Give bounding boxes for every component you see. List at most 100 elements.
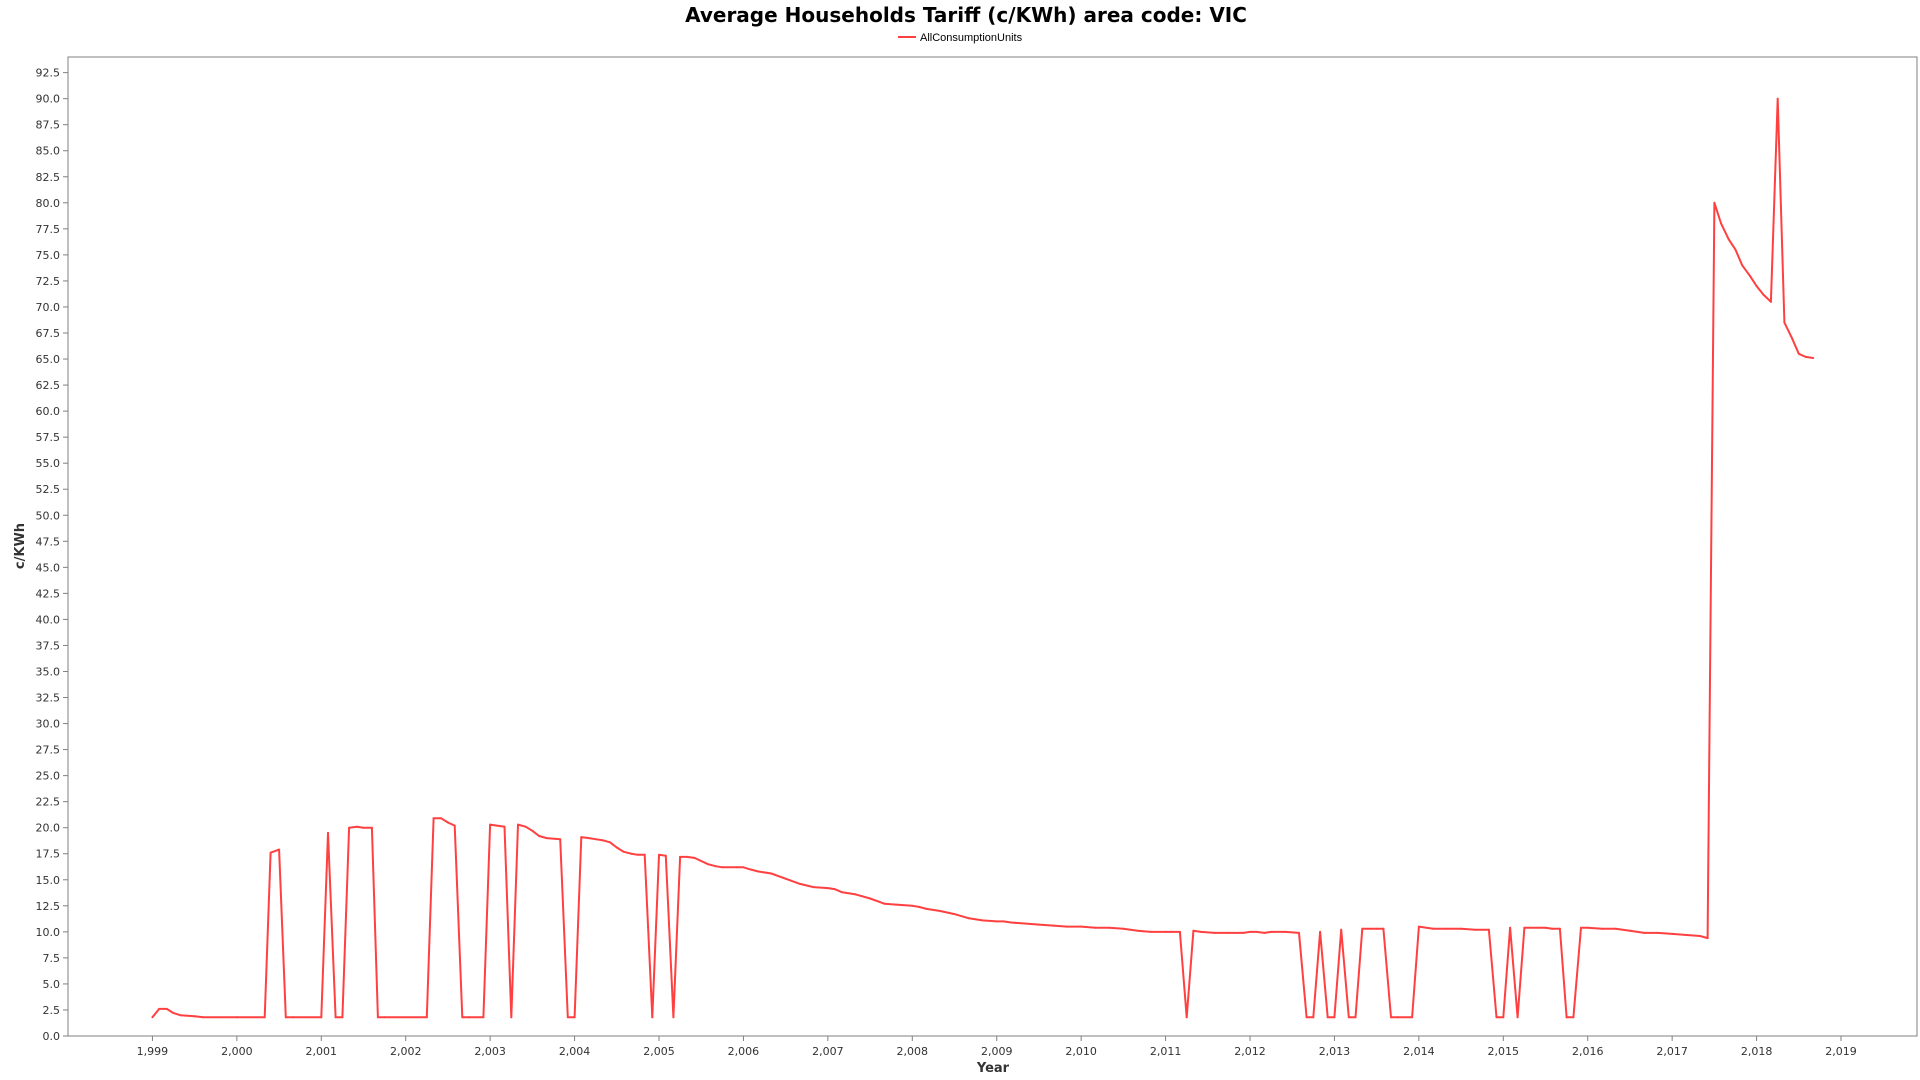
- data-point: [1333, 1016, 1336, 1019]
- y-tick-label: 20.0: [36, 822, 61, 835]
- x-tick-label: 2,019: [1825, 1045, 1857, 1058]
- y-tick-label: 27.5: [36, 744, 61, 757]
- data-point: [495, 824, 498, 827]
- data-point: [461, 1016, 464, 1019]
- data-point: [1580, 926, 1582, 929]
- y-tick-label: 35.0: [36, 665, 61, 678]
- data-point: [587, 837, 590, 840]
- data-point: [1185, 1016, 1188, 1019]
- data-point: [503, 825, 506, 828]
- data-point: [939, 910, 942, 912]
- data-point: [735, 866, 738, 869]
- data-point: [770, 872, 773, 875]
- y-tick-label: 40.0: [36, 613, 61, 626]
- y-tick-label: 80.0: [36, 197, 61, 210]
- data-point: [1474, 928, 1477, 931]
- y-tick-label: 87.5: [36, 119, 61, 132]
- x-tick-label: 2,006: [728, 1045, 760, 1058]
- data-point: [278, 848, 281, 851]
- data-point: [269, 851, 272, 854]
- y-tick-label: 57.5: [36, 431, 61, 444]
- data-point: [883, 902, 886, 905]
- data-point: [664, 854, 667, 857]
- data-point: [685, 855, 688, 858]
- x-tick-label: 2,007: [812, 1045, 844, 1058]
- data-point: [1537, 926, 1540, 929]
- chart-title: Average Households Tariff (c/KWh) area c…: [685, 3, 1247, 27]
- data-point: [1375, 927, 1378, 930]
- data-point: [1164, 930, 1167, 933]
- data-point: [348, 826, 351, 829]
- data-point: [869, 897, 872, 900]
- legend-label: AllConsumptionUnits: [920, 32, 1023, 44]
- data-point: [510, 1016, 513, 1019]
- data-point: [1347, 1016, 1350, 1019]
- x-tick-label: 2,010: [1065, 1045, 1097, 1058]
- data-point: [1699, 935, 1701, 937]
- data-point: [566, 1016, 569, 1019]
- data-point: [1502, 1016, 1505, 1019]
- data-point: [636, 853, 639, 856]
- data-point: [559, 838, 562, 841]
- data-point: [1755, 285, 1758, 288]
- data-point: [1558, 927, 1561, 930]
- y-tick-label: 65.0: [36, 353, 61, 366]
- data-point: [1565, 1016, 1568, 1019]
- x-tick-label: 2,011: [1150, 1045, 1182, 1058]
- data-point: [1783, 321, 1786, 324]
- x-tick-label: 2,000: [221, 1045, 253, 1058]
- data-point: [1685, 934, 1688, 936]
- data-point: [320, 1016, 323, 1019]
- data-point: [165, 1007, 168, 1010]
- y-tick-label: 85.0: [36, 145, 61, 158]
- data-point: [925, 907, 928, 910]
- y-tick-label: 67.5: [36, 327, 61, 340]
- data-point: [672, 1016, 675, 1019]
- data-point: [1411, 1016, 1414, 1019]
- data-point: [1643, 931, 1646, 934]
- data-point: [334, 1016, 337, 1019]
- data-point: [235, 1016, 238, 1019]
- data-point: [1270, 930, 1273, 933]
- y-tick-label: 17.5: [36, 848, 61, 861]
- data-point: [193, 1015, 196, 1018]
- data-point: [615, 846, 618, 849]
- x-tick-label: 2,003: [474, 1045, 506, 1058]
- data-point: [453, 824, 456, 827]
- data-point: [1284, 930, 1287, 933]
- data-point: [1037, 923, 1040, 926]
- data-point: [538, 835, 541, 837]
- y-tick-label: 60.0: [36, 405, 61, 418]
- x-tick-label: 1,999: [137, 1045, 169, 1058]
- data-point: [1797, 352, 1800, 355]
- data-point: [1213, 931, 1216, 934]
- data-point: [440, 817, 443, 820]
- data-point: [1791, 337, 1793, 340]
- data-point: [651, 1016, 654, 1019]
- data-point: [1122, 927, 1125, 930]
- y-tick-label: 37.5: [36, 639, 61, 652]
- x-tick-label: 2,013: [1319, 1045, 1351, 1058]
- data-point: [1551, 927, 1554, 930]
- data-point: [531, 829, 534, 832]
- data-point: [1727, 238, 1730, 241]
- y-tick-label: 2.5: [43, 1004, 61, 1017]
- data-point: [263, 1016, 266, 1019]
- data-point: [1544, 926, 1547, 929]
- y-tick-label: 32.5: [36, 692, 61, 705]
- data-point: [1586, 926, 1589, 929]
- y-tick-label: 72.5: [36, 275, 61, 288]
- x-tick-label: 2,004: [559, 1045, 591, 1058]
- data-point: [1812, 357, 1815, 359]
- data-point: [1671, 932, 1674, 935]
- data-point: [1762, 293, 1765, 296]
- data-point: [1487, 928, 1490, 931]
- data-point: [355, 825, 358, 828]
- data-point: [1706, 937, 1709, 940]
- x-tick-label: 2,008: [897, 1045, 929, 1058]
- data-point: [376, 1016, 379, 1019]
- data-point: [1052, 924, 1055, 927]
- x-axis: 1,999 2,000 2,001 2,002 2,003 2,004 2,005 2,006…: [137, 1036, 1857, 1058]
- data-point: [341, 1016, 344, 1019]
- y-tick-label: 25.0: [36, 770, 61, 783]
